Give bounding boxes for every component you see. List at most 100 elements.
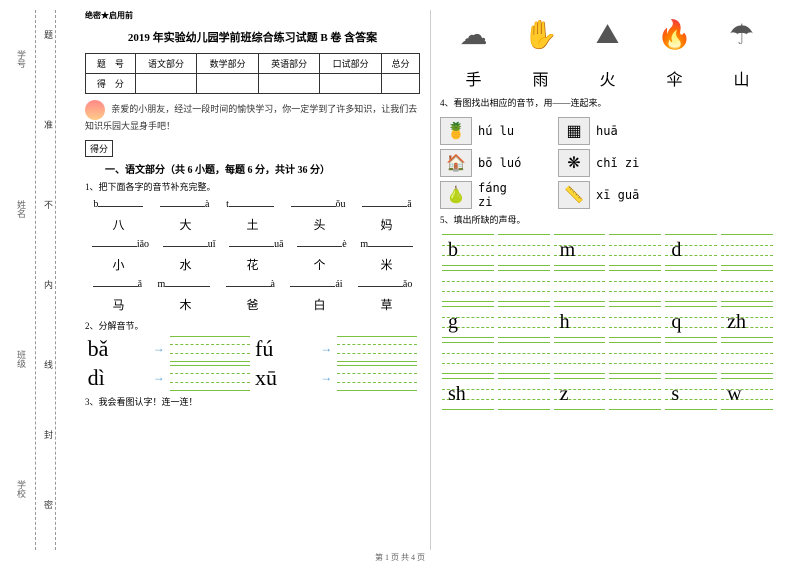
match-image: 🍍 [440, 117, 472, 145]
pinyin-blank[interactable]: b [93, 199, 143, 210]
icon-row: ☁ ✋ ⛰ 🔥 ☂ [440, 10, 775, 60]
grid-cell[interactable] [607, 232, 663, 268]
fire-icon: 🔥 [652, 15, 697, 55]
writing-box[interactable] [337, 336, 417, 362]
syllable: bǎ [88, 336, 148, 362]
pinyin-blank[interactable]: è [297, 239, 346, 250]
binding-char: 密 [42, 500, 55, 509]
character: 米 [380, 256, 392, 273]
phonetic-grid: bmdghqzhshzsw [440, 232, 775, 412]
match-image: 📏 [558, 181, 590, 209]
grid-cell: sh [440, 376, 496, 412]
character: 水 [179, 256, 191, 273]
grid-cell[interactable] [496, 340, 552, 376]
arrow-icon: → [153, 370, 165, 385]
pinyin-blank[interactable]: ǎo [358, 279, 412, 290]
writing-box[interactable] [170, 336, 250, 362]
binding-label: 学校 [15, 480, 28, 498]
grid-cell[interactable] [607, 268, 663, 304]
character: 花 [246, 256, 258, 273]
exam-title: 2019 年实验幼儿园学前班综合练习试题 B 卷 含答案 [85, 29, 420, 45]
arrow-icon: → [320, 341, 332, 356]
grid-cell: z [552, 376, 608, 412]
arrow-icon: → [153, 341, 165, 356]
grid-cell: m [552, 232, 608, 268]
grid-cell: zh [719, 304, 775, 340]
grid-cell[interactable] [719, 232, 775, 268]
grid-cell: s [663, 376, 719, 412]
confidential-header: 绝密★启用前 [85, 10, 420, 21]
character: 白 [313, 296, 325, 313]
question-text: 5、填出所缺的声母。 [440, 213, 775, 226]
match-image: 🏠 [440, 149, 472, 177]
grid-cell[interactable] [496, 232, 552, 268]
grid-cell[interactable] [496, 376, 552, 412]
grid-cell[interactable] [440, 268, 496, 304]
syllable: dì [88, 365, 148, 391]
binding-label: 姓名 [15, 200, 28, 218]
grid-cell[interactable] [607, 340, 663, 376]
match-pinyin: huā [596, 124, 646, 138]
grid-cell[interactable] [552, 268, 608, 304]
pinyin-blank[interactable]: ā [362, 199, 411, 210]
pinyin-blank[interactable]: à [160, 199, 209, 210]
match-pinyin: fáng zi [478, 181, 528, 209]
binding-char: 内 [42, 280, 55, 289]
binding-char: 不 [42, 200, 55, 209]
match-image: 🍐 [440, 181, 472, 209]
match-pinyin: hú lu [478, 124, 528, 138]
match-pinyin: bō luó [478, 156, 528, 170]
grid-cell: w [719, 376, 775, 412]
grid-cell[interactable] [496, 304, 552, 340]
character: 妈 [380, 216, 392, 233]
table-row: 题 号 语文部分 数学部分 英语部分 口试部分 总分 [86, 54, 420, 74]
grid-cell[interactable] [440, 340, 496, 376]
character: 小 [112, 256, 124, 273]
character: 木 [179, 296, 191, 313]
question-text: 2、分解音节。 [85, 319, 420, 332]
match-image: ❋ [558, 149, 590, 177]
pinyin-blank[interactable]: m [157, 279, 210, 290]
pinyin-blank[interactable]: ái [290, 279, 342, 290]
grid-cell[interactable] [607, 304, 663, 340]
pinyin-blank[interactable]: uā [229, 239, 283, 250]
character: 头 [313, 216, 325, 233]
match-pinyin: xī guā [596, 188, 646, 202]
pinyin-blank[interactable]: ǎ [93, 279, 142, 290]
binding-char: 线 [42, 360, 55, 369]
grid-cell[interactable] [663, 340, 719, 376]
writing-box[interactable] [170, 365, 250, 391]
score-box: 得分 [85, 140, 113, 157]
character: 马 [112, 296, 124, 313]
grid-cell[interactable] [496, 268, 552, 304]
grid-cell[interactable] [607, 376, 663, 412]
page-footer: 第 1 页 共 4 页 [0, 552, 800, 563]
arrow-icon: → [320, 370, 332, 385]
mascot-icon [85, 100, 105, 120]
right-column: ☁ ✋ ⛰ 🔥 ☂ 手 雨 火 伞 山 4、看图找出相应的音节，用——连起来。 … [430, 10, 785, 550]
binding-char: 封 [42, 430, 55, 439]
writing-box[interactable] [337, 365, 417, 391]
score-table: 题 号 语文部分 数学部分 英语部分 口试部分 总分 得 分 [85, 53, 420, 94]
table-row: 得 分 [86, 74, 420, 94]
grid-cell[interactable] [663, 268, 719, 304]
grid-cell[interactable] [719, 268, 775, 304]
pinyin-blank[interactable]: t [226, 199, 274, 210]
left-column: 绝密★启用前 2019 年实验幼儿园学前班综合练习试题 B 卷 含答案 题 号 … [75, 10, 430, 550]
match-pinyin: chǐ zi [596, 156, 646, 170]
grid-cell[interactable] [552, 340, 608, 376]
pinyin-blank[interactable]: iǎo [92, 239, 149, 250]
pinyin-blank[interactable]: uǐ [163, 239, 216, 250]
grid-cell[interactable] [719, 340, 775, 376]
page-container: 绝密★启用前 2019 年实验幼儿园学前班综合练习试题 B 卷 含答案 题 号 … [75, 10, 785, 550]
question-text: 4、看图找出相应的音节，用——连起来。 [440, 96, 775, 109]
match-image: ▦ [558, 117, 590, 145]
section-title: 一、语文部分（共 6 小题，每题 6 分，共计 36 分） [105, 161, 420, 176]
pinyin-blank[interactable]: à [226, 279, 275, 290]
mountain-icon: ⛰ [585, 15, 630, 55]
binding-char: 题 [42, 30, 55, 39]
pinyin-blank[interactable]: ǒu [291, 199, 346, 210]
grid-cell: b [440, 232, 496, 268]
pinyin-blank[interactable]: m [360, 239, 413, 250]
question-text: 1、把下面各字的音节补充完整。 [85, 180, 420, 193]
